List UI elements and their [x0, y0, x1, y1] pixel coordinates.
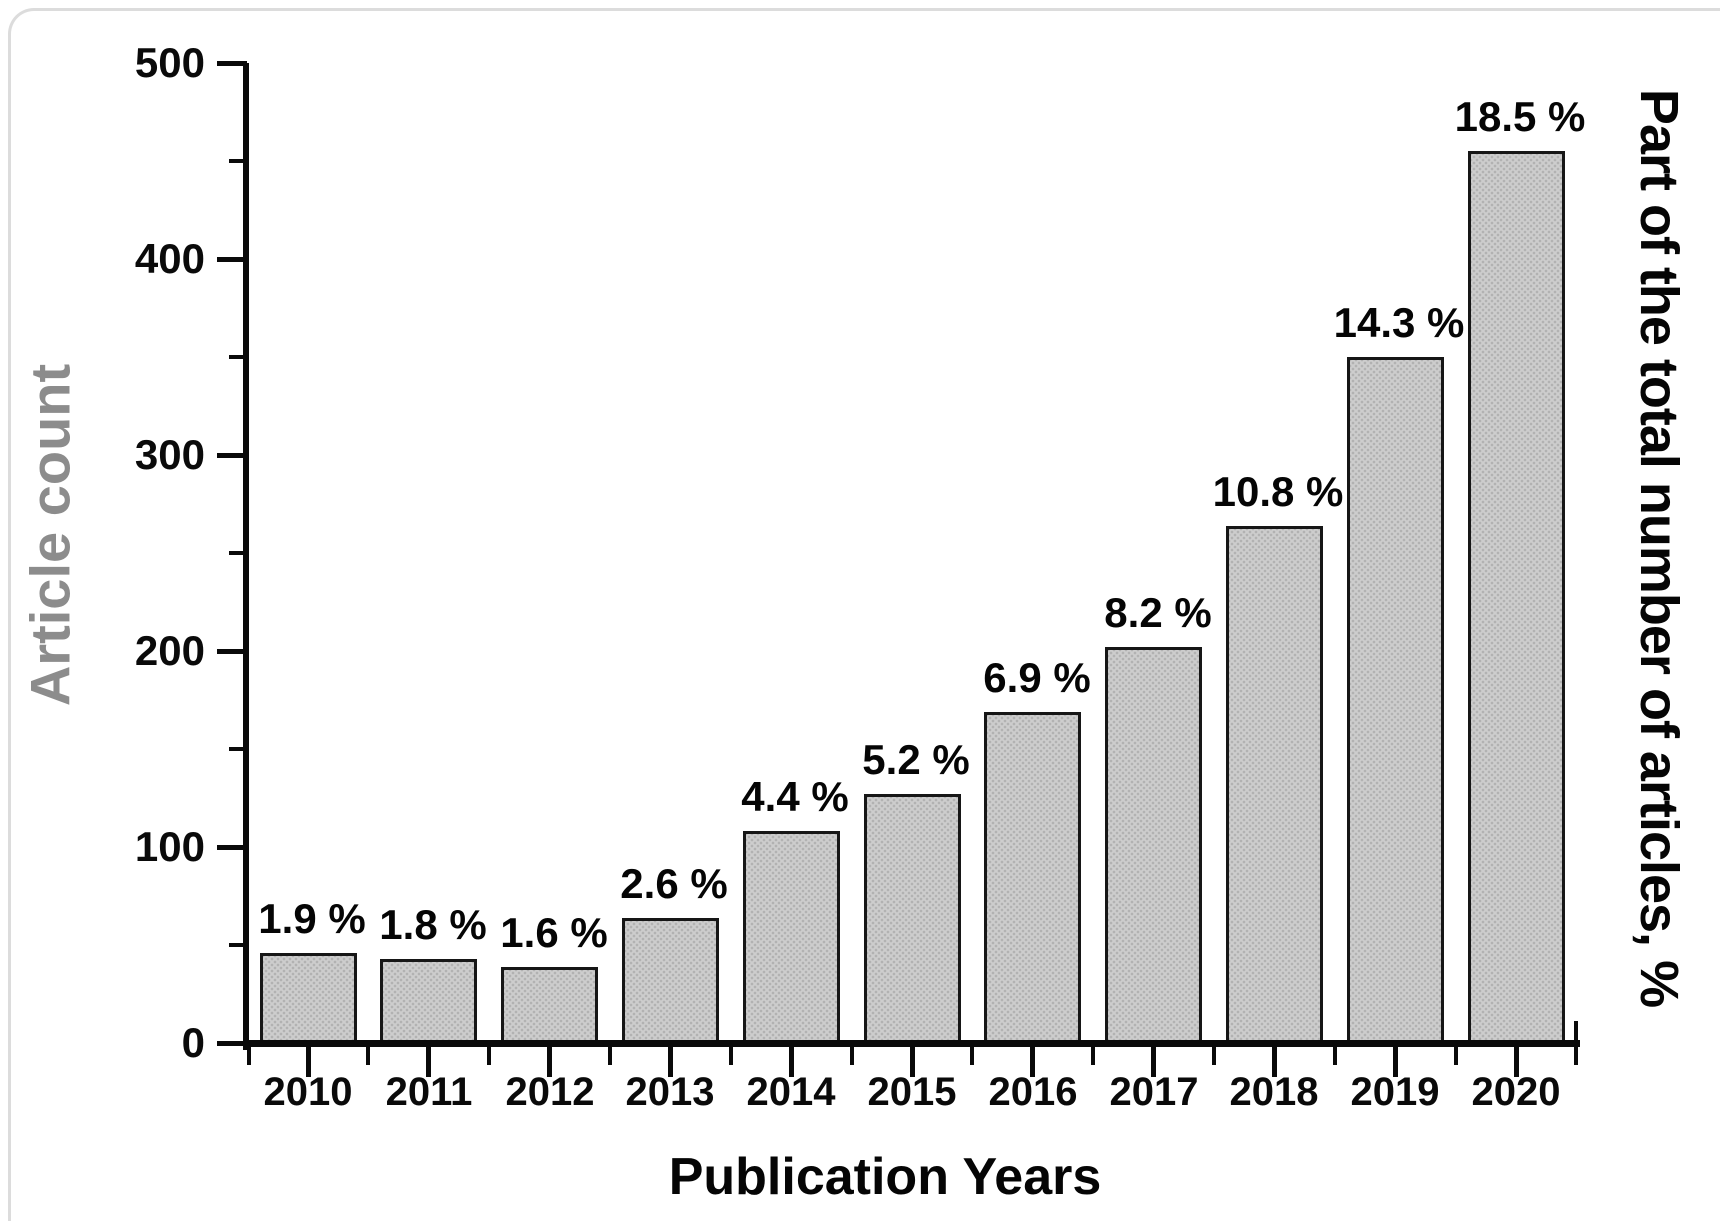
x-axis-major-tick — [547, 1047, 552, 1077]
y-axis-line — [243, 63, 249, 1050]
x-axis-start-stub — [247, 1047, 251, 1065]
bar-value-label-2017: 8.2 % — [1104, 589, 1212, 636]
x-axis-end-stub-down — [1574, 1047, 1578, 1065]
bar-value-label-2020: 18.5 % — [1454, 93, 1586, 140]
bar-2019 — [1347, 357, 1444, 1046]
y-axis-tick-label: 100 — [134, 823, 205, 870]
x-axis-major-tick — [1514, 1047, 1519, 1077]
x-axis-tick-label-2017: 2017 — [1109, 1070, 1199, 1114]
y-axis-minor-tick — [229, 355, 247, 359]
y-axis-minor-tick — [229, 551, 247, 555]
bar-value-label-2013: 2.6 % — [620, 860, 728, 907]
y-axis-title-left: Article count — [18, 363, 82, 707]
y-axis-major-tick — [217, 61, 247, 66]
y-axis-tick-label: 500 — [134, 39, 205, 86]
x-axis-minor-tick — [729, 1047, 733, 1065]
y-axis-tick-label: 400 — [134, 235, 205, 282]
y-axis-minor-tick — [229, 747, 247, 751]
y-axis-minor-tick — [229, 159, 247, 163]
bar-2012 — [501, 967, 598, 1046]
x-axis-end-stub-up — [1574, 1021, 1578, 1040]
x-axis-line — [243, 1040, 1580, 1047]
x-axis-major-tick — [1393, 1047, 1398, 1077]
y-axis-major-tick — [217, 453, 247, 458]
y-axis-tick-label: 200 — [134, 627, 205, 674]
bar-2018 — [1226, 526, 1323, 1046]
x-axis-minor-tick — [487, 1047, 491, 1065]
x-axis-minor-tick — [1091, 1047, 1095, 1065]
x-axis-tick-label-2019: 2019 — [1350, 1070, 1440, 1114]
x-axis-minor-tick — [1212, 1047, 1216, 1065]
bar-value-label-2012: 1.6 % — [500, 909, 608, 956]
bar-value-label-2019: 14.3 % — [1333, 299, 1465, 346]
x-axis-tick-label-2012: 2012 — [505, 1070, 595, 1114]
x-axis-tick-label-2010: 2010 — [263, 1070, 353, 1114]
x-axis-minor-tick — [1333, 1047, 1337, 1065]
bar-value-label-2011: 1.8 % — [379, 901, 487, 948]
x-axis-minor-tick — [608, 1047, 612, 1065]
bar-2016 — [984, 712, 1081, 1046]
x-axis-tick-label-2020: 2020 — [1471, 1070, 1561, 1114]
x-axis-minor-tick — [970, 1047, 974, 1065]
bar-2015 — [864, 794, 961, 1046]
bar-2020 — [1468, 151, 1565, 1046]
y-axis-minor-tick — [229, 943, 247, 947]
bar-value-label-2010: 1.9 % — [258, 895, 366, 942]
x-axis-tick-label-2011: 2011 — [385, 1070, 473, 1114]
x-axis-minor-tick — [366, 1047, 370, 1065]
bar-2017 — [1105, 647, 1202, 1046]
y-axis-major-tick — [217, 257, 247, 262]
bar-value-label-2016: 6.9 % — [983, 654, 1091, 701]
x-axis-major-tick — [306, 1047, 311, 1077]
y-axis-major-tick — [217, 1041, 247, 1046]
y-axis-title-right: Part of the total number of articles, % — [1629, 88, 1689, 1008]
bar-2013 — [622, 918, 719, 1046]
bar-value-label-2014: 4.4 % — [741, 773, 849, 820]
x-axis-minor-tick — [850, 1047, 854, 1065]
bar-2010 — [260, 953, 357, 1046]
x-axis-title: Publication Years — [668, 1148, 1102, 1206]
x-axis-major-tick — [789, 1047, 794, 1077]
y-axis-tick-label: 300 — [134, 431, 205, 478]
x-axis-major-tick — [1030, 1047, 1035, 1077]
bar-value-label-2018: 10.8 % — [1212, 468, 1344, 515]
x-axis-tick-label-2014: 2014 — [746, 1070, 836, 1114]
bar-value-label-2015: 5.2 % — [862, 736, 970, 783]
x-axis-major-tick — [1272, 1047, 1277, 1077]
x-axis-tick-label-2015: 2015 — [867, 1070, 957, 1114]
y-axis-major-tick — [217, 649, 247, 654]
bar-2014 — [743, 831, 840, 1046]
y-axis-tick-label: 0 — [181, 1019, 205, 1066]
x-axis-major-tick — [668, 1047, 673, 1077]
x-axis-major-tick — [1151, 1047, 1156, 1077]
x-axis-minor-tick — [1454, 1047, 1458, 1065]
x-axis-major-tick — [910, 1047, 915, 1077]
bar-2011 — [380, 959, 477, 1046]
x-axis-tick-label-2016: 2016 — [988, 1070, 1078, 1114]
x-axis-tick-label-2018: 2018 — [1229, 1070, 1319, 1114]
x-axis-major-tick — [426, 1047, 431, 1077]
y-axis-major-tick — [217, 845, 247, 850]
x-axis-tick-label-2013: 2013 — [625, 1070, 715, 1114]
